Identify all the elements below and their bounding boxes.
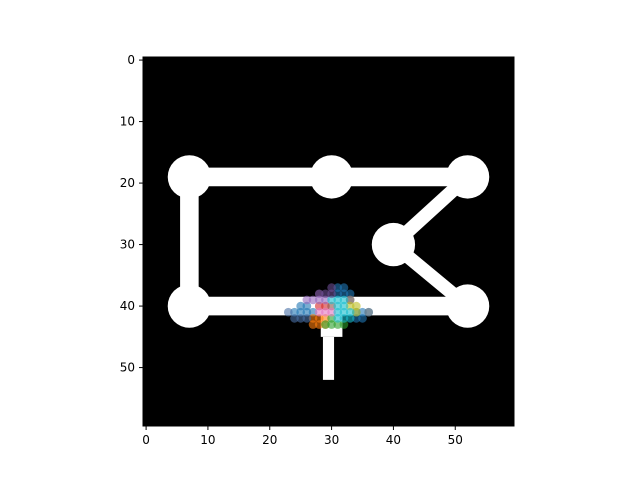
scatter-point-2-2 <box>333 320 343 329</box>
scatter-point-8-1 <box>345 301 355 311</box>
scatter-point-8-2 <box>351 307 361 317</box>
scatter-point-5-0 <box>327 301 336 311</box>
scatter-point-9-5 <box>345 314 355 323</box>
scatter-point-4-3 <box>302 295 312 305</box>
y-tick-label-10: 10 <box>120 115 135 129</box>
scatter-point-9-3 <box>333 314 343 323</box>
y-tick-label-30: 30 <box>120 238 135 252</box>
track-node-3 <box>371 222 416 267</box>
scatter-point-0-14 <box>351 314 361 323</box>
plot-area <box>142 56 515 427</box>
scatter-point-1-5 <box>321 314 330 323</box>
x-tick-label-30: 30 <box>324 433 339 447</box>
scatter-point-9-10 <box>339 301 349 311</box>
x-tick-label-20: 20 <box>262 433 277 447</box>
scatter-point-11-0 <box>321 289 330 299</box>
scatter-point-9-7 <box>333 295 343 305</box>
scatter-point-2-1 <box>327 320 336 329</box>
scatter-point-4-2 <box>321 295 330 305</box>
scatter-point-2-0 <box>321 320 330 329</box>
track-node-2 <box>445 155 490 199</box>
scatter-point-9-1 <box>339 307 349 317</box>
y-tick-label-50: 50 <box>120 361 135 375</box>
scatter-point-0-4 <box>302 301 312 311</box>
track-node-5 <box>445 284 490 328</box>
track-node-1 <box>309 155 354 199</box>
scatter-point-9-8 <box>339 295 349 305</box>
scatter-point-9-2 <box>345 307 355 317</box>
scatter-point-0-3 <box>296 301 306 311</box>
scatter-point-3-0 <box>314 301 324 311</box>
axes-frame <box>142 56 515 427</box>
scatter-point-7-0 <box>364 307 374 317</box>
scatter-point-0-0 <box>290 307 299 317</box>
scatter-point-11-2 <box>327 283 336 292</box>
x-tick-label-0: 0 <box>142 433 150 447</box>
scatter-point-0-6 <box>333 283 343 292</box>
scatter-layer <box>283 283 374 329</box>
y-tick-label-40: 40 <box>120 299 135 313</box>
scatter-point-0-2 <box>302 307 312 317</box>
y-tick-label-0: 0 <box>127 53 135 67</box>
scatter-point-9-9 <box>333 301 343 311</box>
scatter-point-2-4 <box>327 314 336 323</box>
scatter-point-10-3 <box>302 314 312 323</box>
scatter-point-6-1 <box>327 307 336 317</box>
scatter-point-1-1 <box>314 314 324 323</box>
scatter-point-1-2 <box>314 320 324 329</box>
scatter-point-1-0 <box>308 314 318 323</box>
scatter-point-3-1 <box>321 301 330 311</box>
scatter-point-1-4 <box>308 320 318 329</box>
scatter-point-0-9 <box>339 289 349 299</box>
x-axis: 0 10 20 30 40 50 <box>142 426 463 447</box>
y-axis: 0 10 20 30 40 50 <box>120 53 143 375</box>
scatter-point-10-0 <box>283 307 293 317</box>
scatter-point-2-3 <box>339 320 349 329</box>
scatter-point-0-5 <box>308 307 318 317</box>
scatter-point-4-4 <box>314 289 324 299</box>
scatter-point-9-4 <box>339 314 349 323</box>
y-tick-label-20: 20 <box>120 176 135 190</box>
scatter-point-11-1 <box>327 289 336 299</box>
scatter-point-10-1 <box>290 314 299 323</box>
scatter-point-0-1 <box>296 307 306 317</box>
scatter-point-0-15 <box>358 314 367 323</box>
scatter-point-4-1 <box>314 295 324 305</box>
scatter-point-6-2 <box>321 307 330 317</box>
track-node-0 <box>167 155 212 199</box>
x-tick-label-40: 40 <box>386 433 401 447</box>
scatter-point-8-0 <box>351 301 361 311</box>
scatter-point-0-12 <box>358 307 367 317</box>
x-tick-label-50: 50 <box>448 433 463 447</box>
scatter-point-10-2 <box>296 314 306 323</box>
scatter-point-0-8 <box>333 289 343 299</box>
scatter-point-6-0 <box>314 307 324 317</box>
scatter-point-4-0 <box>308 295 318 305</box>
scatter-point-0-7 <box>339 283 349 292</box>
scatter-point-0-10 <box>345 289 355 299</box>
track-node-4 <box>167 284 212 328</box>
scatter-point-7-1 <box>345 295 355 305</box>
scatter-point-9-6 <box>327 295 336 305</box>
x-tick-label-10: 10 <box>200 433 215 447</box>
scatter-point-9-0 <box>333 307 343 317</box>
